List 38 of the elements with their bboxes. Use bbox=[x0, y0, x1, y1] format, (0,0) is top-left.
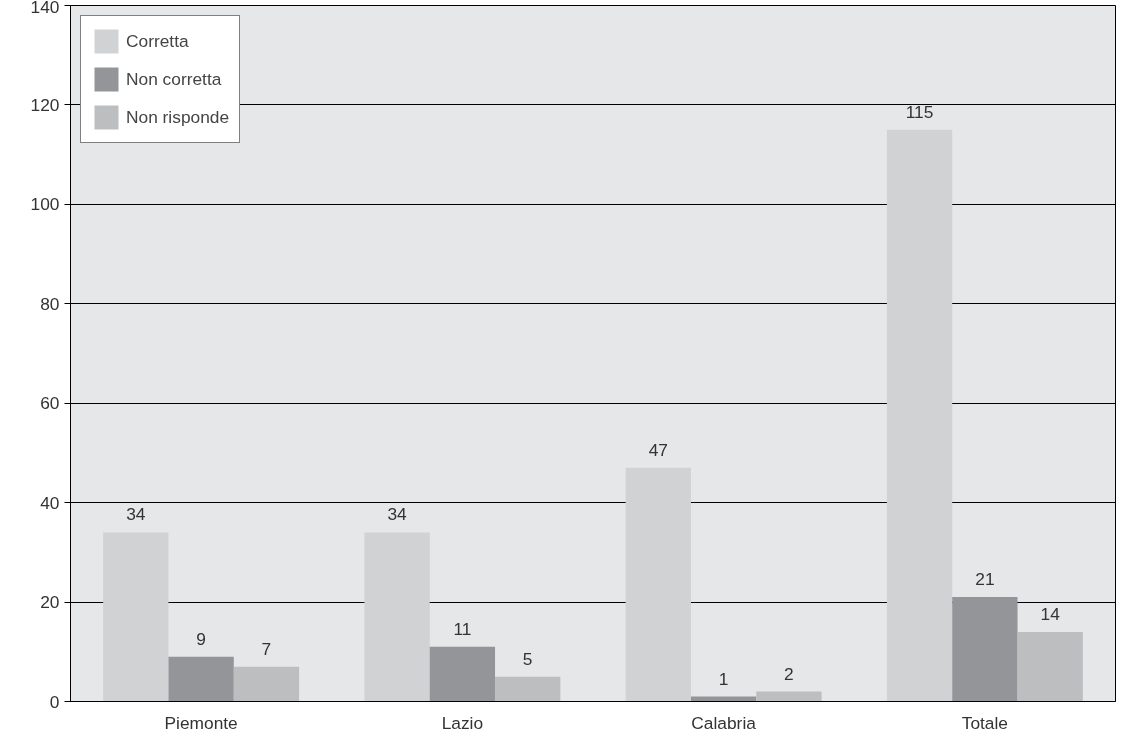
bar bbox=[429, 646, 496, 702]
legend-label: Corretta bbox=[126, 30, 189, 52]
data-label: 34 bbox=[126, 504, 146, 525]
bar bbox=[103, 532, 169, 702]
data-label: 9 bbox=[196, 628, 206, 649]
data-label: 14 bbox=[1040, 603, 1061, 624]
x-tick-label: Calabria bbox=[691, 712, 757, 733]
bar bbox=[886, 129, 953, 702]
data-label: 115 bbox=[905, 101, 934, 122]
data-label: 47 bbox=[648, 439, 668, 460]
bar bbox=[364, 532, 430, 702]
legend-label: Non risponde bbox=[126, 106, 230, 128]
bar bbox=[625, 467, 691, 702]
data-label: 7 bbox=[261, 638, 272, 659]
y-tick-label: 0 bbox=[49, 691, 60, 712]
bar bbox=[495, 676, 561, 702]
y-tick-label: 140 bbox=[30, 0, 60, 17]
y-tick-label: 100 bbox=[30, 194, 60, 215]
bar bbox=[756, 691, 822, 702]
bar bbox=[952, 597, 1018, 702]
data-label: 5 bbox=[522, 648, 533, 669]
data-label: 21 bbox=[975, 569, 995, 590]
legend-label: Non corretta bbox=[126, 68, 222, 90]
x-tick-label: Piemonte bbox=[164, 712, 238, 733]
data-label: 1 bbox=[718, 668, 729, 689]
bar bbox=[1017, 631, 1083, 702]
bar bbox=[168, 656, 234, 702]
x-tick-label: Totale bbox=[961, 712, 1009, 733]
data-label: 11 bbox=[453, 618, 472, 639]
data-label: 2 bbox=[784, 663, 794, 684]
y-tick-label: 120 bbox=[30, 94, 60, 115]
y-tick-label: 40 bbox=[40, 492, 60, 513]
y-tick-label: 80 bbox=[40, 293, 60, 314]
y-tick-label: 60 bbox=[40, 393, 60, 414]
data-label: 34 bbox=[387, 504, 408, 525]
y-tick-label: 20 bbox=[40, 592, 60, 613]
x-tick-label: Lazio bbox=[441, 712, 484, 733]
bar bbox=[233, 666, 300, 702]
